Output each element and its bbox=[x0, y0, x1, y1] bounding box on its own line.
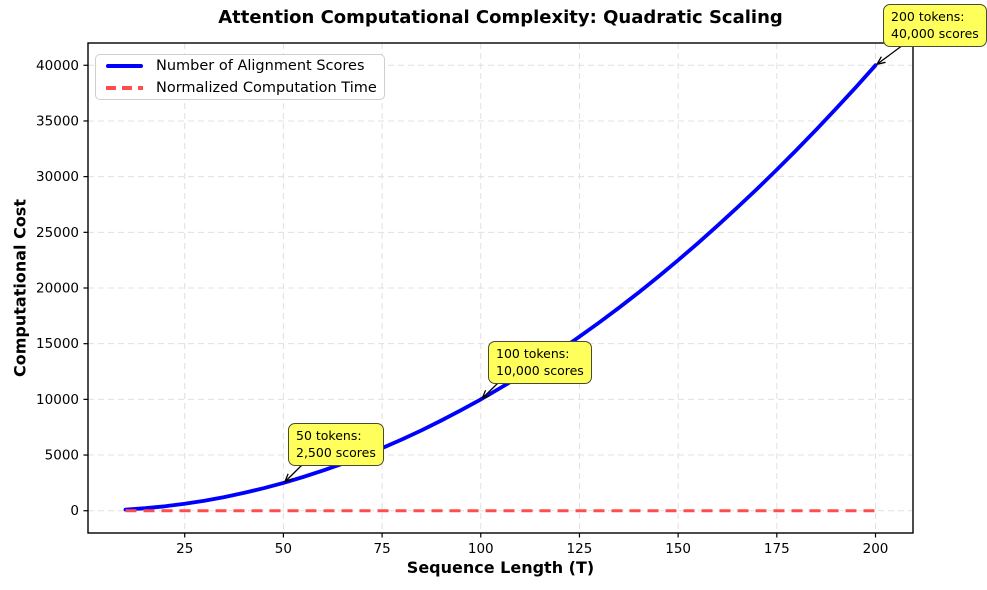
legend-item-alignment-scores: Number of Alignment Scores bbox=[96, 57, 384, 76]
legend-item-computation-time: Normalized Computation Time bbox=[96, 79, 384, 98]
annotation-arrow bbox=[482, 380, 501, 398]
y-tick-label: 20000 bbox=[36, 281, 79, 297]
annotation-arrow-layer bbox=[285, 44, 904, 482]
legend-label-computation-time: Normalized Computation Time bbox=[156, 80, 377, 96]
red-dashed-line-sample bbox=[106, 86, 143, 90]
grid-layer bbox=[88, 43, 913, 533]
y-tick-label: 35000 bbox=[36, 113, 79, 129]
annotation-arrow bbox=[877, 44, 904, 64]
annotation-200-tokens: 200 tokens: 40,000 scores bbox=[883, 4, 987, 47]
y-tick-label: 0 bbox=[70, 503, 79, 519]
y-tick-label: 5000 bbox=[45, 448, 79, 464]
annotation-line: 40,000 scores bbox=[891, 26, 979, 42]
annotation-100-tokens: 100 tokens: 10,000 scores bbox=[488, 341, 592, 384]
annotation-50-tokens: 50 tokens: 2,500 scores bbox=[288, 423, 384, 466]
series-layer bbox=[123, 63, 878, 513]
y-tick-label: 15000 bbox=[36, 336, 79, 352]
x-tick-label: 200 bbox=[863, 541, 889, 557]
annotation-line: 100 tokens: bbox=[496, 346, 570, 361]
annotation-line: 10,000 scores bbox=[496, 363, 584, 379]
annotation-line: 200 tokens: bbox=[891, 9, 965, 24]
annotation-line: 50 tokens: bbox=[296, 428, 362, 443]
x-axis-label: Sequence Length (T) bbox=[406, 558, 595, 577]
series-line-alignment-scores bbox=[123, 63, 878, 512]
x-tick-label: 150 bbox=[665, 541, 691, 557]
y-tick-label: 30000 bbox=[36, 169, 79, 185]
legend-label-alignment-scores: Number of Alignment Scores bbox=[156, 58, 365, 74]
chart-title: Attention Computational Complexity: Quad… bbox=[218, 7, 783, 28]
y-axis-label: Computational Cost bbox=[10, 199, 30, 377]
x-tick-label: 175 bbox=[764, 541, 790, 557]
y-tick-label: 10000 bbox=[36, 392, 79, 408]
annotation-arrow bbox=[285, 463, 304, 482]
x-tick-label: 25 bbox=[176, 541, 193, 557]
x-tick-label: 125 bbox=[567, 541, 593, 557]
x-tick-label: 75 bbox=[373, 541, 390, 557]
axis-layer: 25 50 75 100 125 150 175 200 0 5000 10000 15000 2000… bbox=[36, 42, 914, 557]
blue-solid-line-sample bbox=[106, 64, 143, 68]
x-tick-label: 100 bbox=[468, 541, 494, 557]
x-tick-label: 50 bbox=[275, 541, 292, 557]
y-tick-label: 25000 bbox=[36, 225, 79, 241]
y-tick-label: 40000 bbox=[36, 58, 79, 74]
annotation-line: 2,500 scores bbox=[296, 445, 376, 461]
legend: Number of Alignment Scores Normalized Co… bbox=[95, 54, 385, 100]
plot-border bbox=[87, 42, 914, 534]
